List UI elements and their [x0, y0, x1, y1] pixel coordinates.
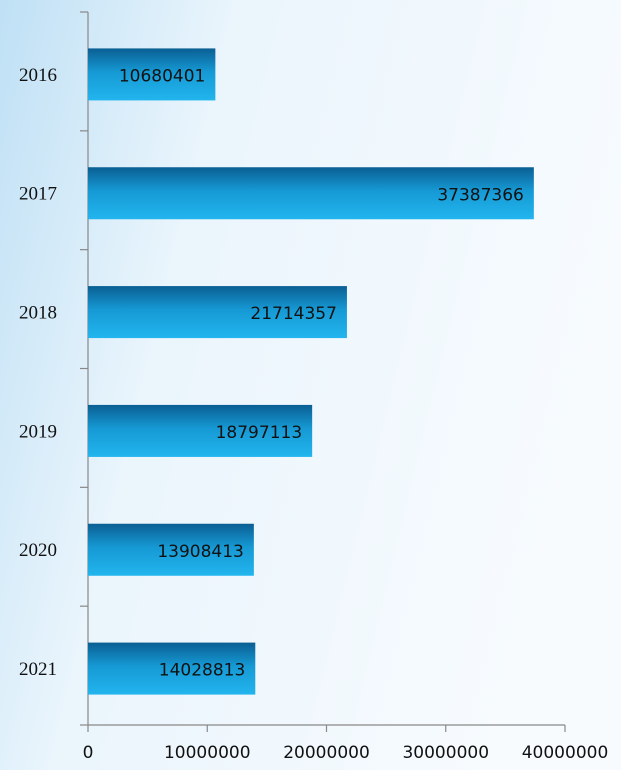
value-label: 21714357	[250, 304, 337, 324]
bar	[88, 642, 256, 695]
x-tick-label: 40000000	[522, 743, 609, 763]
y-tick-label: 2021	[19, 659, 57, 680]
y-tick-label: 2017	[19, 184, 57, 205]
x-tick-label: 30000000	[402, 743, 489, 763]
x-tick-label: 0	[83, 743, 94, 763]
y-tick-label: 2020	[19, 540, 57, 561]
value-label: 18797113	[216, 423, 303, 443]
bar	[88, 167, 534, 220]
value-label: 37387366	[437, 185, 524, 205]
x-tick-label: 20000000	[283, 743, 370, 763]
bar	[88, 48, 216, 101]
value-label: 10680401	[119, 66, 206, 86]
value-label: 14028813	[159, 661, 246, 681]
bar	[88, 523, 254, 576]
y-tick-label: 2019	[19, 421, 57, 442]
x-tick-label: 10000000	[164, 743, 251, 763]
bar	[88, 404, 313, 457]
value-label: 13908413	[157, 542, 244, 562]
bar	[88, 286, 347, 339]
y-tick-label: 2016	[19, 65, 57, 86]
y-tick-label: 2018	[19, 302, 57, 323]
